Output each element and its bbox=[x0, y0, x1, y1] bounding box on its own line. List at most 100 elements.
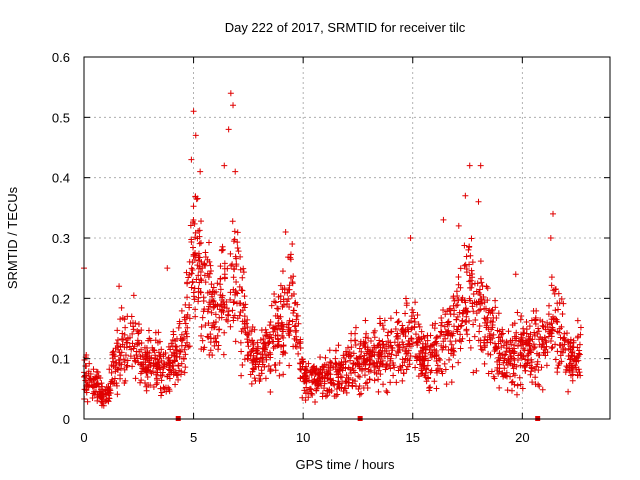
data-point bbox=[421, 334, 428, 341]
data-point bbox=[395, 367, 402, 374]
data-point bbox=[317, 354, 324, 361]
data-point bbox=[519, 385, 526, 392]
data-point bbox=[442, 366, 449, 373]
data-point bbox=[494, 327, 501, 334]
data-point bbox=[198, 323, 205, 330]
data-point bbox=[573, 366, 580, 373]
data-point bbox=[455, 296, 462, 303]
data-point bbox=[241, 356, 248, 363]
data-point bbox=[394, 342, 401, 349]
data-point bbox=[468, 235, 475, 242]
data-point bbox=[187, 222, 194, 229]
data-point bbox=[405, 328, 412, 335]
data-point bbox=[508, 355, 515, 362]
data-point bbox=[332, 347, 339, 354]
data-point bbox=[210, 319, 217, 326]
data-point bbox=[190, 108, 197, 115]
data-point bbox=[257, 351, 264, 358]
data-point bbox=[178, 360, 185, 367]
data-point bbox=[517, 316, 524, 323]
data-point bbox=[210, 297, 217, 304]
data-point bbox=[576, 369, 583, 376]
data-point bbox=[251, 375, 258, 382]
data-point bbox=[164, 265, 171, 272]
data-point bbox=[319, 373, 326, 380]
data-point bbox=[552, 356, 559, 363]
data-point bbox=[486, 332, 493, 339]
data-point bbox=[397, 363, 404, 370]
data-point bbox=[155, 329, 162, 336]
data-point bbox=[407, 235, 414, 241]
data-point bbox=[542, 352, 549, 359]
data-point bbox=[232, 253, 239, 260]
data-point bbox=[376, 337, 383, 344]
data-point bbox=[364, 379, 371, 386]
data-point bbox=[349, 377, 356, 384]
data-point bbox=[509, 337, 516, 344]
data-point bbox=[197, 288, 204, 295]
data-point bbox=[374, 342, 381, 349]
data-point bbox=[250, 358, 257, 365]
data-point bbox=[477, 306, 484, 313]
data-point bbox=[126, 334, 133, 341]
data-point bbox=[380, 326, 387, 333]
data-point bbox=[225, 308, 232, 315]
data-point bbox=[371, 360, 378, 367]
data-point bbox=[98, 395, 105, 402]
data-point bbox=[133, 348, 140, 355]
data-point bbox=[521, 364, 528, 371]
data-point bbox=[333, 385, 340, 392]
data-point bbox=[262, 326, 269, 333]
data-point bbox=[164, 373, 171, 380]
data-point bbox=[218, 247, 225, 254]
data-point bbox=[428, 354, 435, 361]
data-point bbox=[411, 318, 418, 325]
data-point bbox=[267, 367, 274, 374]
data-point bbox=[197, 168, 204, 175]
data-point bbox=[362, 317, 369, 324]
data-point bbox=[504, 356, 511, 363]
data-point bbox=[280, 371, 287, 378]
data-point bbox=[210, 304, 217, 311]
data-point bbox=[282, 228, 289, 235]
data-point bbox=[517, 381, 524, 388]
data-point bbox=[388, 328, 395, 335]
data-point bbox=[480, 293, 487, 300]
data-point bbox=[302, 390, 309, 397]
data-point bbox=[333, 360, 340, 367]
data-point bbox=[437, 356, 444, 363]
data-point bbox=[131, 355, 138, 362]
data-point bbox=[289, 278, 296, 285]
data-point bbox=[528, 364, 535, 371]
data-point bbox=[205, 334, 212, 341]
data-point bbox=[481, 344, 488, 351]
data-point bbox=[498, 331, 505, 338]
data-point bbox=[184, 279, 191, 286]
data-point bbox=[384, 332, 391, 339]
data-point bbox=[531, 317, 538, 324]
data-point bbox=[228, 262, 235, 269]
data-point bbox=[178, 331, 185, 338]
data-point bbox=[526, 337, 533, 344]
data-point bbox=[535, 325, 542, 332]
data-point bbox=[403, 300, 410, 307]
data-point bbox=[311, 363, 318, 370]
data-point bbox=[454, 326, 461, 333]
data-point bbox=[469, 300, 476, 307]
data-point bbox=[173, 335, 180, 342]
data-point bbox=[208, 281, 215, 288]
data-point bbox=[197, 276, 204, 283]
data-point bbox=[404, 363, 411, 370]
data-point bbox=[347, 353, 354, 360]
data-point bbox=[527, 331, 534, 338]
data-point bbox=[161, 385, 168, 392]
data-point bbox=[153, 369, 160, 376]
data-point bbox=[291, 323, 298, 330]
data-point bbox=[208, 309, 215, 316]
data-point bbox=[539, 341, 546, 348]
data-point bbox=[183, 330, 190, 337]
data-point bbox=[511, 333, 518, 340]
data-point bbox=[467, 344, 474, 351]
data-point bbox=[145, 337, 152, 344]
data-point bbox=[176, 320, 183, 327]
